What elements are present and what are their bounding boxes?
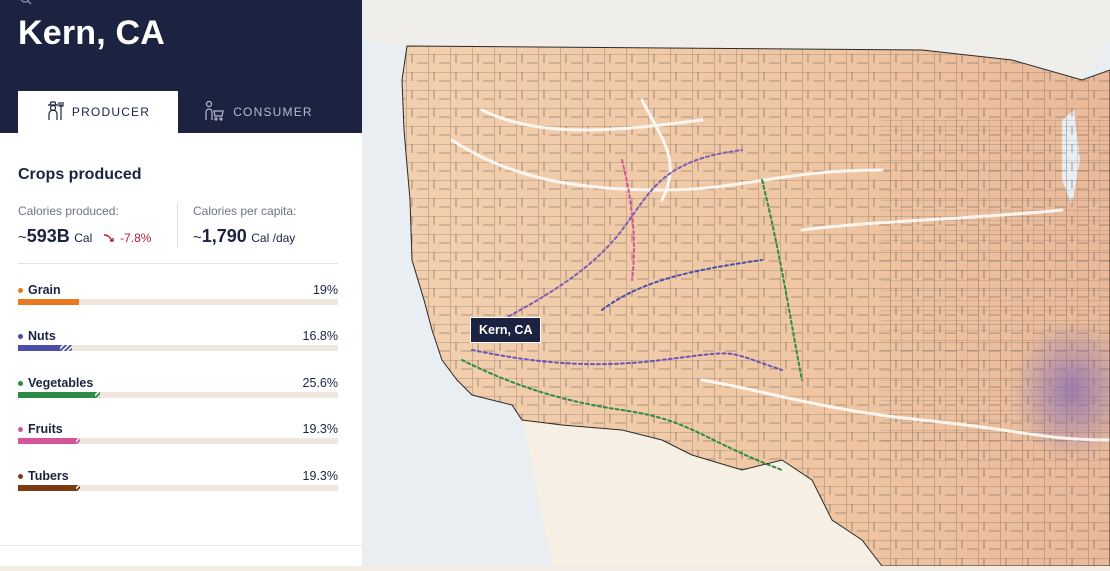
crop-bar xyxy=(18,438,338,444)
nuts-dot xyxy=(18,334,23,339)
tab-consumer[interactable]: CONSUMER xyxy=(178,91,338,133)
crop-bar-hatch xyxy=(59,345,73,351)
trend-down-icon xyxy=(103,234,114,242)
grain-dot xyxy=(18,288,23,293)
change-indicator: -7.8% xyxy=(103,231,151,245)
crop-bar-fill xyxy=(18,299,79,305)
farmer-icon xyxy=(46,100,64,125)
crop-bar xyxy=(18,392,338,398)
crop-item-tubers: Tubers 19.3% xyxy=(18,468,338,508)
tab-consumer-label: CONSUMER xyxy=(233,105,313,119)
crop-percent: 19.3% xyxy=(302,422,338,436)
crop-percent: 19.3% xyxy=(302,469,338,483)
mexico-land xyxy=(522,420,882,566)
crop-bar-hatch xyxy=(75,485,81,491)
calories-per-capita-value: ~1,790 Cal /day xyxy=(193,226,296,246)
search-icon[interactable] xyxy=(20,0,34,12)
footer-divider xyxy=(0,545,362,546)
tab-producer[interactable]: PRODUCER xyxy=(18,91,178,133)
crop-bar-fill xyxy=(18,392,95,398)
crop-bar xyxy=(18,485,338,491)
crop-name: Fruits xyxy=(28,422,63,436)
crop-item-nuts: Nuts 16.8% xyxy=(18,328,338,368)
crop-item-fruits: Fruits 19.3% xyxy=(18,421,338,461)
fruits-dot xyxy=(18,427,23,432)
calories-per-capita-label: Calories per capita: xyxy=(193,204,297,218)
crop-percent: 16.8% xyxy=(302,329,338,343)
crop-bar-hatch xyxy=(75,438,81,444)
crop-name: Nuts xyxy=(28,329,56,343)
crop-bar xyxy=(18,345,338,351)
crop-percent: 25.6% xyxy=(302,376,338,390)
section-heading: Crops produced xyxy=(18,166,142,183)
shopper-icon xyxy=(203,100,225,125)
crop-name: Vegetables xyxy=(28,376,94,390)
calories-produced-label: Calories produced: xyxy=(18,204,119,218)
vegetables-dot xyxy=(18,381,23,386)
crop-percent: 19% xyxy=(312,283,338,297)
canada-land xyxy=(362,0,1110,80)
crop-bar-fill xyxy=(18,438,76,444)
header: Kern, CA PRODUCER CONSUMER xyxy=(0,0,362,133)
calories-produced-value: ~593B Cal -7.8% xyxy=(18,226,152,246)
crop-bar-fill xyxy=(18,345,60,351)
crop-name: Tubers xyxy=(28,469,69,483)
crop-name: Grain xyxy=(28,283,61,297)
crop-bar xyxy=(18,299,338,305)
stat-divider xyxy=(177,202,178,248)
sidebar-panel: Kern, CA PRODUCER CONSUMER Crops produce… xyxy=(0,0,363,566)
tubers-dot xyxy=(18,474,23,479)
county-map[interactable] xyxy=(362,0,1110,567)
crop-bar-fill xyxy=(18,485,76,491)
divider xyxy=(18,263,338,264)
crop-item-vegetables: Vegetables 25.6% xyxy=(18,375,338,415)
page-title: Kern, CA xyxy=(18,14,166,52)
production-hotspot xyxy=(1012,320,1110,460)
tab-producer-label: PRODUCER xyxy=(71,105,151,119)
map-tooltip: Kern, CA xyxy=(470,317,542,343)
crop-bar-hatch xyxy=(94,392,100,398)
crop-item-grain: Grain 19% xyxy=(18,282,338,322)
